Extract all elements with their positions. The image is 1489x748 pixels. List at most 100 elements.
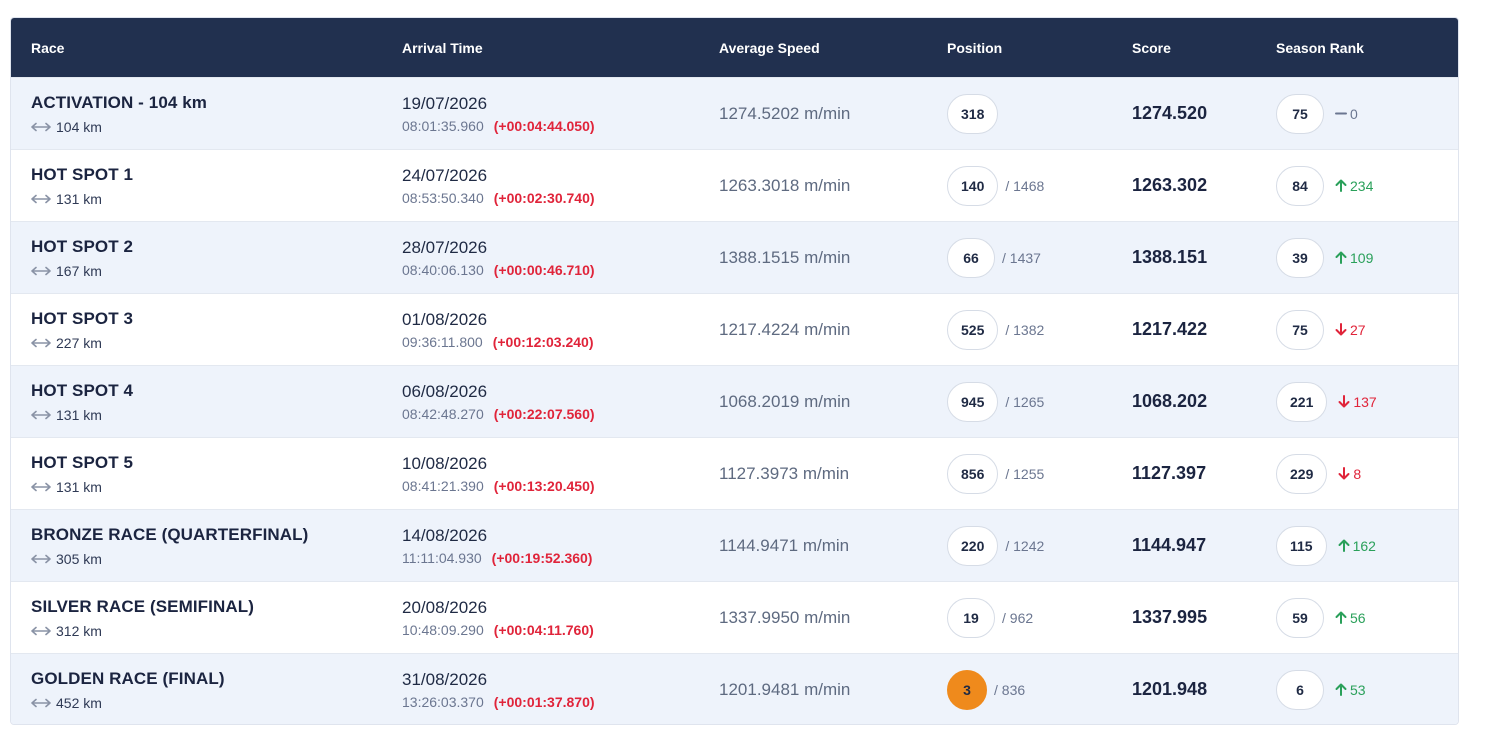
speed-cell: 1201.9481 m/min xyxy=(719,680,947,700)
score-value: 1217.422 xyxy=(1132,319,1208,339)
table-row[interactable]: GOLDEN RACE (FINAL) 452 km 31/08/2026 13:26… xyxy=(11,653,1458,724)
header-race[interactable]: Race xyxy=(31,39,65,56)
position-cell: 945 / 1265 xyxy=(947,381,1132,422)
time-gap: (+00:12:03.240) xyxy=(492,333,594,350)
race-distance: 452 km xyxy=(31,695,402,711)
arrival-time-line: 13:26:03.370 (+00:01:37.870) xyxy=(402,694,719,710)
race-cell: HOT SPOT 5 131 km xyxy=(11,453,402,495)
rank-change-value: 137 xyxy=(1353,393,1377,410)
arrow-up-icon xyxy=(1335,179,1350,192)
table-row[interactable]: SILVER RACE (SEMIFINAL) 312 km 20/08/2026 1… xyxy=(11,581,1458,653)
race-name[interactable]: HOT SPOT 4 xyxy=(31,380,134,400)
score-cell: 1337.995 xyxy=(1132,607,1276,628)
race-distance: 131 km xyxy=(31,407,402,423)
score-value: 1388.151 xyxy=(1132,247,1208,267)
arrival-time: 08:42:48.270 xyxy=(402,405,484,422)
race-name[interactable]: BRONZE RACE (QUARTERFINAL) xyxy=(31,524,309,544)
arrival-cell: 28/07/2026 08:40:06.130 (+00:00:46.710) xyxy=(402,238,719,278)
position-badge: 220 xyxy=(947,525,999,566)
position-total: / 1255 xyxy=(1005,465,1045,482)
distance-icon xyxy=(31,191,56,207)
race-name[interactable]: SILVER RACE (SEMIFINAL) xyxy=(31,596,254,616)
table-row[interactable]: ACTIVATION - 104 km 104 km 19/07/2026 08:01… xyxy=(11,77,1458,149)
distance-value: 167 km xyxy=(56,262,102,279)
rank-change-value: 109 xyxy=(1350,249,1374,266)
average-speed: 1263.3018 m/min xyxy=(719,175,851,195)
season-rank-badge: 75 xyxy=(1276,309,1324,350)
table-row[interactable]: HOT SPOT 2 167 km 28/07/2026 08:40:06.130 (+… xyxy=(11,221,1458,293)
position-badge: 318 xyxy=(947,93,999,134)
race-name[interactable]: ACTIVATION - 104 km xyxy=(31,92,208,112)
arrival-time-line: 10:48:09.290 (+00:04:11.760) xyxy=(402,622,719,638)
distance-icon xyxy=(31,263,56,279)
rank-change-value: 27 xyxy=(1350,321,1366,338)
season-rank-badge: 39 xyxy=(1276,237,1324,278)
season-rank-badge: 115 xyxy=(1276,525,1327,566)
score-value: 1274.520 xyxy=(1132,103,1208,123)
table-row[interactable]: HOT SPOT 5 131 km 10/08/2026 08:41:21.390 (+… xyxy=(11,437,1458,509)
race-name[interactable]: HOT SPOT 5 xyxy=(31,452,134,472)
header-average-speed[interactable]: Average Speed xyxy=(719,39,820,56)
position-cell: 140 / 1468 xyxy=(947,165,1132,206)
header-arrival-time[interactable]: Arrival Time xyxy=(402,39,483,56)
race-distance: 131 km xyxy=(31,191,402,207)
distance-icon xyxy=(31,335,56,351)
table-row[interactable]: HOT SPOT 4 131 km 06/08/2026 08:42:48.270 (+… xyxy=(11,365,1458,437)
average-speed: 1068.2019 m/min xyxy=(719,391,851,411)
score-cell: 1127.397 xyxy=(1132,463,1276,484)
season-rank-cell: 39 109 xyxy=(1276,237,1458,278)
header-score[interactable]: Score xyxy=(1132,39,1171,56)
position-cell: 318 xyxy=(947,93,1132,134)
table-row[interactable]: BRONZE RACE (QUARTERFINAL) 305 km 14/08/20… xyxy=(11,509,1458,581)
arrow-up-icon xyxy=(1335,251,1350,264)
race-cell: SILVER RACE (SEMIFINAL) 312 km xyxy=(11,597,402,639)
race-cell: ACTIVATION - 104 km 104 km xyxy=(11,93,402,135)
distance-icon xyxy=(31,695,56,711)
dash-icon xyxy=(1335,107,1350,120)
rank-change: 56 xyxy=(1335,610,1366,626)
table-row[interactable]: HOT SPOT 3 227 km 01/08/2026 09:36:11.800 (+… xyxy=(11,293,1458,365)
table-header: Race Arrival Time Average Speed Position… xyxy=(11,18,1458,77)
race-name[interactable]: HOT SPOT 3 xyxy=(31,308,134,328)
arrival-time: 08:53:50.340 xyxy=(402,189,484,206)
race-name[interactable]: HOT SPOT 1 xyxy=(31,164,134,184)
season-rank-cell: 75 27 xyxy=(1276,309,1458,350)
speed-cell: 1263.3018 m/min xyxy=(719,176,947,196)
race-distance: 131 km xyxy=(31,479,402,495)
distance-value: 131 km xyxy=(56,190,102,207)
header-position[interactable]: Position xyxy=(947,39,1003,56)
header-season-rank[interactable]: Season Rank xyxy=(1276,39,1364,56)
race-name[interactable]: HOT SPOT 2 xyxy=(31,236,134,256)
table-row[interactable]: HOT SPOT 1 131 km 24/07/2026 08:53:50.340 (+… xyxy=(11,149,1458,221)
race-name[interactable]: GOLDEN RACE (FINAL) xyxy=(31,668,225,688)
score-value: 1144.947 xyxy=(1132,535,1207,555)
score-cell: 1263.302 xyxy=(1132,175,1276,196)
race-cell: BRONZE RACE (QUARTERFINAL) 305 km xyxy=(11,525,402,567)
race-cell: GOLDEN RACE (FINAL) 452 km xyxy=(11,669,402,711)
position-total: / 1437 xyxy=(1002,249,1041,266)
rank-change-value: 53 xyxy=(1350,681,1366,698)
arrival-date: 31/08/2026 xyxy=(402,669,488,689)
position-badge: 140 xyxy=(947,165,999,206)
score-value: 1263.302 xyxy=(1132,175,1208,195)
rank-change: 137 xyxy=(1338,393,1377,410)
arrival-date: 10/08/2026 xyxy=(402,453,488,473)
time-gap: (+00:02:30.740) xyxy=(493,189,595,206)
distance-icon xyxy=(31,119,56,135)
arrival-time: 09:36:11.800 xyxy=(402,333,483,350)
season-rank-badge: 229 xyxy=(1276,453,1328,494)
distance-icon xyxy=(31,551,56,567)
distance-value: 104 km xyxy=(56,118,102,135)
distance-icon xyxy=(31,407,56,423)
speed-cell: 1388.1515 m/min xyxy=(719,248,947,268)
distance-value: 305 km xyxy=(56,550,102,567)
arrival-cell: 24/07/2026 08:53:50.340 (+00:02:30.740) xyxy=(402,166,719,206)
season-rank-cell: 115 162 xyxy=(1276,525,1458,566)
race-distance: 167 km xyxy=(31,263,402,279)
position-badge: 525 xyxy=(947,309,999,350)
race-distance: 312 km xyxy=(31,623,402,639)
season-rank-badge: 84 xyxy=(1276,165,1324,206)
arrival-date: 01/08/2026 xyxy=(402,309,488,329)
arrival-time: 11:11:04.930 xyxy=(402,549,482,566)
arrival-date: 06/08/2026 xyxy=(402,381,488,401)
